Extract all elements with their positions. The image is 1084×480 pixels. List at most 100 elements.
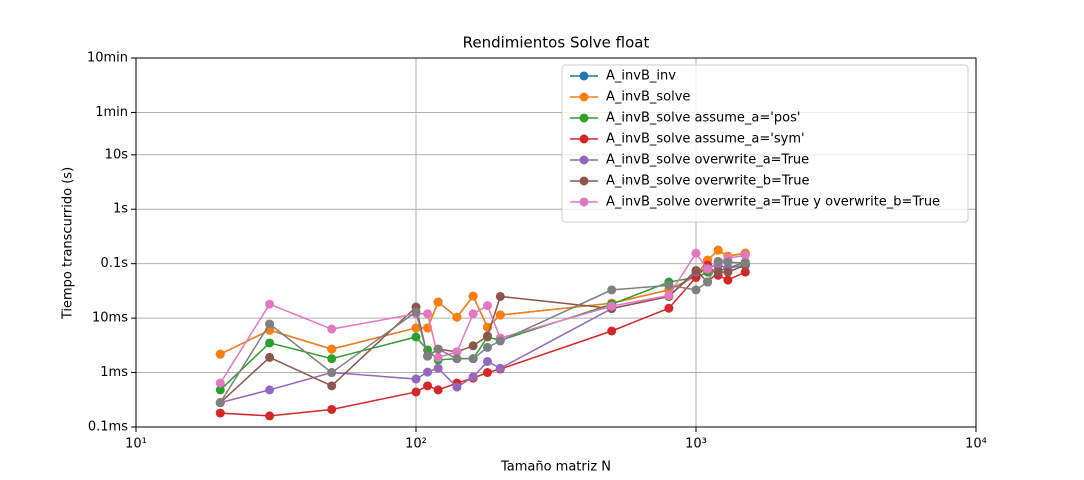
y-tick-label: 0.1s <box>101 256 129 271</box>
data-point <box>495 363 505 373</box>
legend-marker <box>579 113 589 123</box>
legend-label: A_invB_solve <box>606 90 690 105</box>
y-tick-label: 10min <box>87 51 128 66</box>
data-point <box>691 285 701 295</box>
y-tick-label: 1s <box>113 202 128 217</box>
legend-label: A_invB_solve assume_a='pos' <box>606 111 800 126</box>
axes-frame <box>135 57 977 428</box>
legend-marker <box>579 197 589 207</box>
data-point <box>664 280 674 290</box>
data-point <box>713 267 723 277</box>
data-point <box>495 291 505 301</box>
data-point <box>713 245 723 255</box>
y-tick-label: 1min <box>95 105 128 120</box>
data-point <box>423 367 433 377</box>
legend: A_invB_inv A_invB_solve A_invB_solve assum… <box>561 64 969 223</box>
data-point <box>327 354 337 364</box>
data-point <box>433 297 443 307</box>
data-point <box>452 354 462 364</box>
data-point <box>468 354 478 364</box>
data-point <box>607 301 617 311</box>
data-point <box>664 303 674 313</box>
data-point <box>703 277 713 287</box>
plot-area <box>215 245 750 421</box>
data-point <box>495 310 505 320</box>
data-point <box>713 256 723 266</box>
y-tick-label: 10ms <box>92 311 128 326</box>
data-point <box>468 309 478 319</box>
data-point <box>482 356 492 366</box>
data-point <box>723 275 733 285</box>
data-point <box>740 267 750 277</box>
data-point <box>215 398 225 408</box>
data-point <box>423 381 433 391</box>
data-point <box>411 374 421 384</box>
legend-marker <box>579 92 589 102</box>
data-point <box>423 309 433 319</box>
data-point <box>607 285 617 295</box>
data-point <box>215 378 225 388</box>
legend-label: A_invB_solve assume_a='sym' <box>606 132 805 147</box>
data-point <box>723 257 733 267</box>
data-point <box>265 299 275 309</box>
legend-marker <box>579 134 589 144</box>
data-point <box>703 264 713 274</box>
data-point <box>468 372 478 382</box>
y-tick-label: 0.1ms <box>88 420 128 435</box>
data-point <box>433 352 443 362</box>
y-tick-label: 1ms <box>100 365 128 380</box>
data-point <box>411 387 421 397</box>
data-point <box>265 338 275 348</box>
data-point <box>433 344 443 354</box>
x-tick-label: 10² <box>405 437 427 452</box>
data-point <box>265 385 275 395</box>
legend-box <box>561 64 969 223</box>
data-point <box>495 336 505 346</box>
data-point <box>433 363 443 373</box>
data-point <box>468 341 478 351</box>
data-point <box>215 408 225 418</box>
legend-label: A_invB_solve overwrite_b=True <box>606 174 809 189</box>
legend-marker <box>579 155 589 165</box>
data-point <box>468 291 478 301</box>
y-tick-label: 10s <box>105 147 129 162</box>
data-point <box>482 368 492 378</box>
data-point <box>215 385 225 395</box>
data-point <box>691 265 701 275</box>
data-point <box>433 385 443 395</box>
data-point <box>482 342 492 352</box>
data-point <box>740 258 750 268</box>
data-point <box>265 352 275 362</box>
x-tick-label: 10¹ <box>125 437 147 452</box>
x-tick-label: 10⁴ <box>965 437 987 452</box>
data-point <box>265 319 275 329</box>
data-point <box>482 331 492 341</box>
legend-label: A_invB_inv <box>606 69 676 84</box>
legend-label: A_invB_solve overwrite_a=True y overwrit… <box>606 195 940 210</box>
data-point <box>740 250 750 260</box>
data-point <box>723 267 733 277</box>
data-point <box>411 332 421 342</box>
legend-label: A_invB_solve overwrite_a=True <box>606 153 809 168</box>
data-point <box>327 344 337 354</box>
data-point <box>482 301 492 311</box>
chart-title: Rendimientos Solve float <box>463 34 650 52</box>
data-point <box>607 326 617 336</box>
data-point <box>411 323 421 333</box>
data-point <box>327 324 337 334</box>
data-point <box>452 382 462 392</box>
data-point <box>215 349 225 359</box>
legend-marker <box>579 71 589 81</box>
data-point <box>691 248 701 258</box>
data-point <box>265 411 275 421</box>
data-point <box>327 368 337 378</box>
data-point <box>664 291 674 301</box>
data-point <box>452 347 462 357</box>
data-point <box>327 404 337 414</box>
legend-marker <box>579 176 589 186</box>
y-axis-label: Tiempo transcurrido (s) <box>61 167 76 320</box>
x-axis-label: Tamaño matriz N <box>500 460 611 475</box>
x-tick-label: 10³ <box>685 437 707 452</box>
data-point <box>327 381 337 391</box>
